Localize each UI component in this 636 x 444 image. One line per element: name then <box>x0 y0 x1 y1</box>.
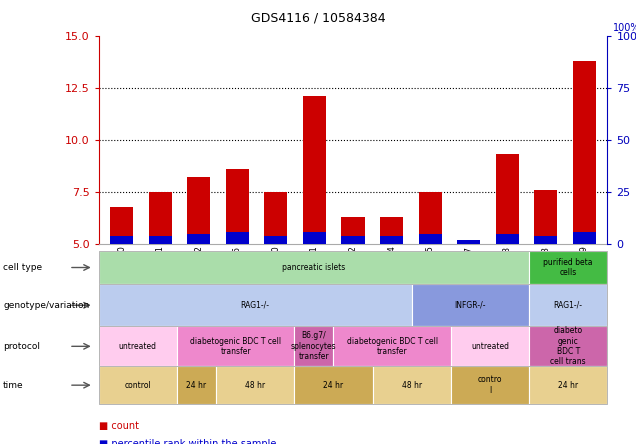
Bar <box>572 232 596 244</box>
Text: 100%: 100% <box>613 23 636 33</box>
Bar <box>572 60 596 232</box>
Bar <box>534 190 557 236</box>
Bar <box>534 236 557 244</box>
Bar <box>265 236 287 244</box>
Text: INFGR-/-: INFGR-/- <box>455 301 486 310</box>
Bar <box>187 234 211 244</box>
Text: pancreatic islets: pancreatic islets <box>282 263 345 272</box>
Bar <box>380 236 403 244</box>
Bar <box>110 206 134 236</box>
Text: RAG1-/-: RAG1-/- <box>554 301 583 310</box>
Text: diabetogenic BDC T cell
transfer: diabetogenic BDC T cell transfer <box>347 337 438 356</box>
Text: B6.g7/
splenocytes
transfer: B6.g7/ splenocytes transfer <box>291 331 336 361</box>
Bar <box>226 169 249 232</box>
Bar <box>418 192 441 234</box>
Text: diabetogenic BDC T cell
transfer: diabetogenic BDC T cell transfer <box>190 337 281 356</box>
Bar <box>187 178 211 234</box>
Bar <box>265 192 287 236</box>
Text: 24 hr: 24 hr <box>323 381 343 390</box>
Text: time: time <box>3 381 24 390</box>
Text: 24 hr: 24 hr <box>186 381 207 390</box>
Text: 48 hr: 48 hr <box>401 381 422 390</box>
Bar <box>303 232 326 244</box>
Bar <box>380 217 403 236</box>
Text: ■ percentile rank within the sample: ■ percentile rank within the sample <box>99 439 276 444</box>
Text: genotype/variation: genotype/variation <box>3 301 90 310</box>
Text: control: control <box>125 381 151 390</box>
Bar <box>342 236 364 244</box>
Bar <box>418 234 441 244</box>
Bar <box>149 236 172 244</box>
Text: 48 hr: 48 hr <box>245 381 265 390</box>
Text: purified beta
cells: purified beta cells <box>544 258 593 277</box>
Bar <box>342 217 364 236</box>
Text: ■ count: ■ count <box>99 421 139 431</box>
Text: diabeto
genic
BDC T
cell trans: diabeto genic BDC T cell trans <box>550 326 586 366</box>
Bar <box>149 192 172 236</box>
Text: 24 hr: 24 hr <box>558 381 578 390</box>
Text: RAG1-/-: RAG1-/- <box>240 301 270 310</box>
Bar <box>457 240 480 244</box>
Text: protocol: protocol <box>3 342 40 351</box>
Text: GDS4116 / 10584384: GDS4116 / 10584384 <box>251 11 385 24</box>
Bar <box>226 232 249 244</box>
Bar <box>495 155 519 234</box>
Bar <box>495 234 519 244</box>
Text: untreated: untreated <box>119 342 156 351</box>
Text: contro
l: contro l <box>478 376 502 395</box>
Text: cell type: cell type <box>3 263 43 272</box>
Bar <box>110 236 134 244</box>
Text: untreated: untreated <box>471 342 509 351</box>
Bar <box>303 96 326 232</box>
